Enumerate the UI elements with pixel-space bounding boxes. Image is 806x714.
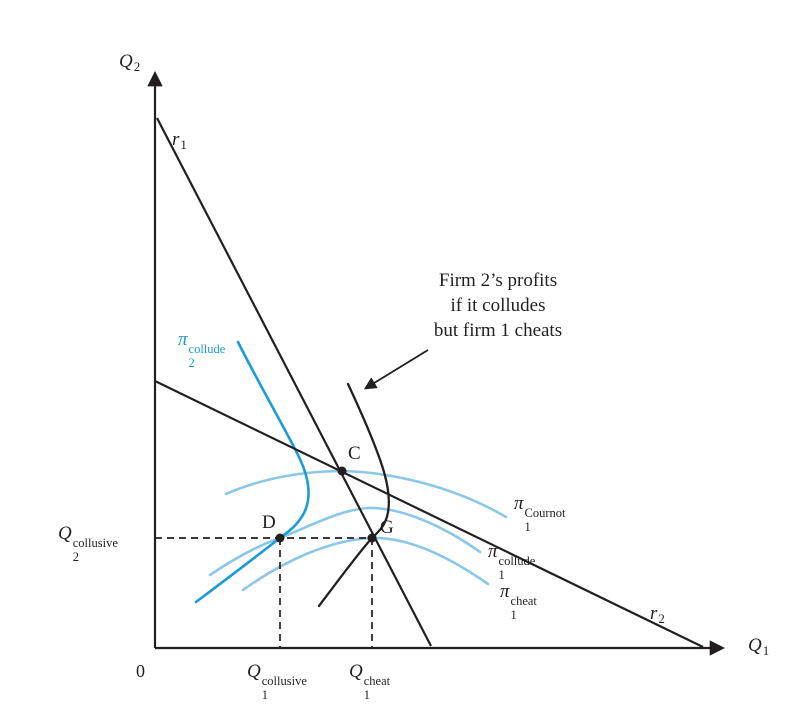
annotation-arrow	[363, 349, 429, 390]
label-sub: 2	[658, 611, 665, 626]
label-sub: 1	[524, 519, 531, 534]
point-d-dot	[275, 533, 285, 543]
label-r1: r1	[172, 130, 187, 151]
label-sup: cheat	[363, 674, 391, 688]
label-scripts: collude 2	[188, 342, 226, 371]
label-pi2-collude: π collude 2	[178, 330, 225, 371]
point-g-dot	[367, 533, 377, 543]
label-x-axis: Q1	[748, 636, 769, 657]
label-base: Q	[349, 661, 363, 682]
label-y-axis: Q2	[119, 52, 140, 73]
label-base: Q	[748, 635, 762, 656]
annotation-line-1: Firm 2’s profits	[438, 270, 558, 291]
firm2-cheated-profit-curve	[317, 382, 391, 608]
point-c-dot	[337, 466, 347, 476]
label-pi1-cheat: π cheat 1	[500, 582, 537, 623]
label-scripts: collusive 1	[261, 674, 307, 703]
label-scripts: cheat 1	[363, 674, 391, 703]
label-scripts: collude 1	[498, 554, 536, 583]
label-sub: 1	[363, 687, 370, 702]
label-base: Q	[58, 523, 72, 544]
label-sub: 2	[133, 59, 141, 74]
label-base: r	[650, 603, 658, 624]
label-sub: 1	[498, 567, 505, 582]
reaction-curve-r1	[156, 117, 432, 647]
label-base: r	[172, 129, 180, 150]
label-sup: cheat	[510, 594, 537, 608]
label-sub: 2	[72, 549, 79, 564]
label-sup: collusive	[72, 536, 118, 550]
annotation-line-3: but firm 1 cheats	[433, 320, 563, 342]
label-sup: collusive	[261, 674, 307, 688]
label-point-c: C	[348, 443, 361, 464]
label-point-d: D	[262, 512, 276, 533]
label-base: Q	[119, 51, 133, 72]
label-sub: 1	[180, 137, 187, 152]
label-pi1-collude: π collude 1	[488, 542, 535, 583]
label-base: π	[500, 581, 510, 602]
annotation-line-2: if it colludes	[450, 295, 546, 317]
label-base: π	[514, 493, 524, 514]
label-r2: r2	[650, 604, 665, 625]
reaction-curve-r2	[154, 380, 704, 648]
label-sup: collude	[188, 342, 226, 356]
label-point-g: G	[380, 517, 394, 538]
label-sub: 1	[762, 643, 770, 658]
label-sub: 2	[188, 355, 195, 370]
label-scripts: collusive 2	[72, 536, 118, 565]
isoprofit-pi1-cournot-curve	[224, 469, 508, 519]
label-sup: Cournot	[524, 506, 566, 520]
label-sub: 1	[510, 607, 517, 622]
isoprofit-pi2-collude-curve	[194, 340, 310, 604]
annotation-firm2-profits: Firm 2’s profits if it colludes but firm…	[398, 268, 598, 343]
isoprofit-pi1-collude-curve	[208, 506, 482, 577]
label-origin: 0	[136, 661, 145, 681]
label-pi1-cournot: π Cournot 1	[514, 494, 566, 535]
label-base: π	[488, 541, 498, 562]
label-sub: 1	[261, 687, 268, 702]
label-scripts: Cournot 1	[524, 506, 566, 535]
label-scripts: cheat 1	[510, 594, 537, 623]
label-base: π	[178, 329, 188, 350]
label-base: Q	[247, 661, 261, 682]
label-sup: collude	[498, 554, 536, 568]
